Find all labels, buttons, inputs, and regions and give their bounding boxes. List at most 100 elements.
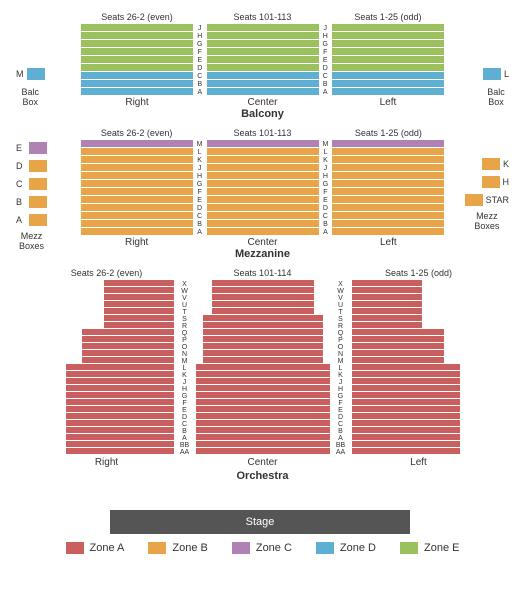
- seat-row[interactable]: [207, 148, 319, 155]
- mezz-box-swatch[interactable]: [29, 178, 47, 190]
- seat-row[interactable]: [352, 413, 460, 419]
- seat-row[interactable]: [196, 413, 330, 419]
- seat-row[interactable]: [352, 336, 444, 342]
- mezz-box-swatch[interactable]: [482, 158, 500, 170]
- seat-row[interactable]: [104, 322, 174, 328]
- seat-row[interactable]: [352, 357, 444, 363]
- seat-row[interactable]: [81, 48, 193, 55]
- seat-row[interactable]: [66, 378, 174, 384]
- seat-row[interactable]: [352, 287, 422, 293]
- seat-row[interactable]: [352, 343, 444, 349]
- seat-row[interactable]: [207, 48, 319, 55]
- mezz-box-swatch[interactable]: [29, 142, 47, 154]
- seat-row[interactable]: [332, 24, 444, 31]
- seat-row[interactable]: [207, 196, 319, 203]
- seat-row[interactable]: [207, 164, 319, 171]
- seat-row[interactable]: [332, 48, 444, 55]
- seat-row[interactable]: [212, 301, 314, 307]
- seat-row[interactable]: [66, 413, 174, 419]
- seat-row[interactable]: [207, 24, 319, 31]
- seat-row[interactable]: [352, 364, 460, 370]
- seat-row[interactable]: [207, 180, 319, 187]
- seat-row[interactable]: [81, 196, 193, 203]
- seat-row[interactable]: [352, 350, 444, 356]
- seat-row[interactable]: [82, 336, 174, 342]
- seat-row[interactable]: [104, 308, 174, 314]
- seat-row[interactable]: [332, 164, 444, 171]
- seat-row[interactable]: [104, 294, 174, 300]
- seat-row[interactable]: [352, 294, 422, 300]
- seat-row[interactable]: [104, 301, 174, 307]
- seat-row[interactable]: [352, 308, 422, 314]
- seat-row[interactable]: [104, 287, 174, 293]
- seat-row[interactable]: [207, 156, 319, 163]
- seat-row[interactable]: [196, 399, 330, 405]
- seat-row[interactable]: [196, 427, 330, 433]
- seat-row[interactable]: [203, 329, 323, 335]
- seat-row[interactable]: [81, 80, 193, 87]
- seat-row[interactable]: [352, 371, 460, 377]
- seat-row[interactable]: [352, 378, 460, 384]
- seat-row[interactable]: [196, 364, 330, 370]
- seat-row[interactable]: [66, 371, 174, 377]
- seat-row[interactable]: [81, 148, 193, 155]
- seat-row[interactable]: [332, 140, 444, 147]
- mezz-box-swatch[interactable]: [29, 214, 47, 226]
- seat-row[interactable]: [104, 280, 174, 286]
- seat-row[interactable]: [82, 350, 174, 356]
- seat-row[interactable]: [66, 399, 174, 405]
- seat-row[interactable]: [352, 427, 460, 433]
- seat-row[interactable]: [66, 420, 174, 426]
- seat-row[interactable]: [352, 315, 422, 321]
- mezz-box-swatch[interactable]: [465, 194, 483, 206]
- balc-box-left-swatch[interactable]: [27, 68, 45, 80]
- seat-row[interactable]: [352, 420, 460, 426]
- seat-row[interactable]: [207, 228, 319, 235]
- seat-row[interactable]: [207, 72, 319, 79]
- seat-row[interactable]: [81, 204, 193, 211]
- seat-row[interactable]: [81, 32, 193, 39]
- seat-row[interactable]: [332, 220, 444, 227]
- seat-row[interactable]: [82, 343, 174, 349]
- mezz-box-swatch[interactable]: [29, 196, 47, 208]
- seat-row[interactable]: [66, 406, 174, 412]
- seat-row[interactable]: [352, 329, 444, 335]
- seat-row[interactable]: [332, 40, 444, 47]
- seat-row[interactable]: [212, 294, 314, 300]
- seat-row[interactable]: [332, 72, 444, 79]
- seat-row[interactable]: [81, 140, 193, 147]
- seat-row[interactable]: [332, 172, 444, 179]
- seat-row[interactable]: [81, 220, 193, 227]
- seat-row[interactable]: [352, 441, 460, 447]
- seat-row[interactable]: [332, 204, 444, 211]
- seat-row[interactable]: [81, 40, 193, 47]
- seat-row[interactable]: [332, 64, 444, 71]
- mezz-box-swatch[interactable]: [482, 176, 500, 188]
- seat-row[interactable]: [81, 212, 193, 219]
- seat-row[interactable]: [207, 88, 319, 95]
- seat-row[interactable]: [332, 180, 444, 187]
- seat-row[interactable]: [332, 32, 444, 39]
- seat-row[interactable]: [196, 371, 330, 377]
- seat-row[interactable]: [81, 64, 193, 71]
- seat-row[interactable]: [196, 378, 330, 384]
- seat-row[interactable]: [332, 228, 444, 235]
- seat-row[interactable]: [66, 441, 174, 447]
- seat-row[interactable]: [81, 164, 193, 171]
- seat-row[interactable]: [212, 308, 314, 314]
- seat-row[interactable]: [207, 140, 319, 147]
- seat-row[interactable]: [352, 399, 460, 405]
- seat-row[interactable]: [203, 350, 323, 356]
- seat-row[interactable]: [81, 88, 193, 95]
- seat-row[interactable]: [82, 329, 174, 335]
- seat-row[interactable]: [332, 212, 444, 219]
- seat-row[interactable]: [352, 322, 422, 328]
- seat-row[interactable]: [81, 72, 193, 79]
- seat-row[interactable]: [81, 180, 193, 187]
- seat-row[interactable]: [207, 40, 319, 47]
- seat-row[interactable]: [81, 188, 193, 195]
- seat-row[interactable]: [332, 188, 444, 195]
- seat-row[interactable]: [203, 315, 323, 321]
- seat-row[interactable]: [207, 188, 319, 195]
- seat-row[interactable]: [66, 392, 174, 398]
